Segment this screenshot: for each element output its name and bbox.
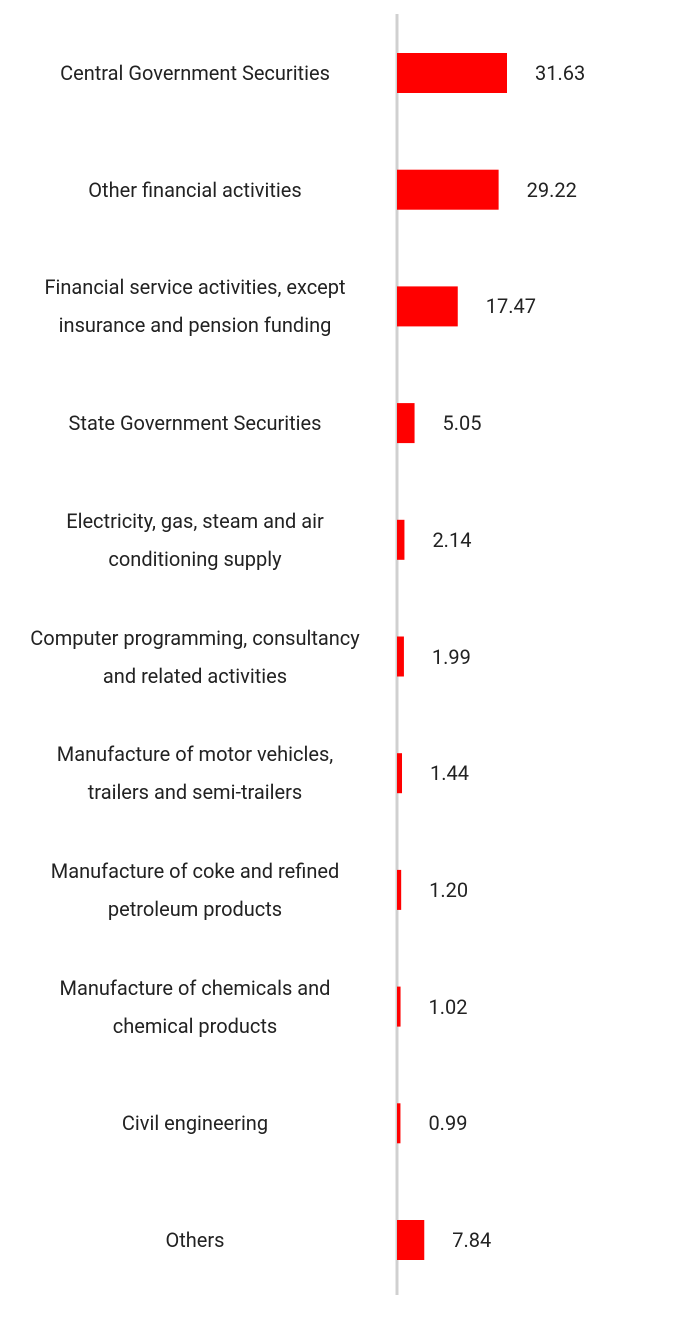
value-label: 1.44 [430,761,469,786]
category-label: Other financial activities [88,177,302,202]
category-label: Central Government Securities [60,61,330,85]
value-label: 29.22 [526,177,577,202]
category-label: State Government Securities [68,411,322,436]
category-label: Manufacture of motor vehicles, trailers … [56,742,334,805]
value-label: 31.63 [535,61,586,85]
value-label: 0.99 [428,1111,468,1136]
bar [397,986,401,1027]
value-label: 7.84 [452,1228,492,1252]
category-label: Computer programming, consultancy and re… [30,625,360,688]
bar [397,1220,425,1260]
bar [397,869,402,910]
bar [397,1103,401,1144]
value-label: 1.02 [428,994,468,1019]
category-label: Manufacture of coke and refined petroleu… [50,858,340,921]
bar [397,169,499,210]
value-label: 1.20 [429,877,469,902]
category-label: Electricity, gas, steam and air conditio… [66,508,324,571]
category-label: Financial service activities, except ins… [44,275,346,338]
bar [397,286,458,327]
value-label: 5.05 [442,411,482,436]
category-label: Others [165,1228,225,1252]
bar [397,636,404,677]
category-label: Civil engineering [121,1111,269,1136]
bar [397,53,507,93]
value-label: 2.14 [432,527,472,552]
bar [397,753,403,794]
value-label: 17.47 [485,294,536,319]
category-label: Manufacture of chemicals and chemical pr… [59,975,331,1038]
bar [397,519,405,560]
value-label: 1.99 [431,644,471,669]
bar [397,403,415,444]
